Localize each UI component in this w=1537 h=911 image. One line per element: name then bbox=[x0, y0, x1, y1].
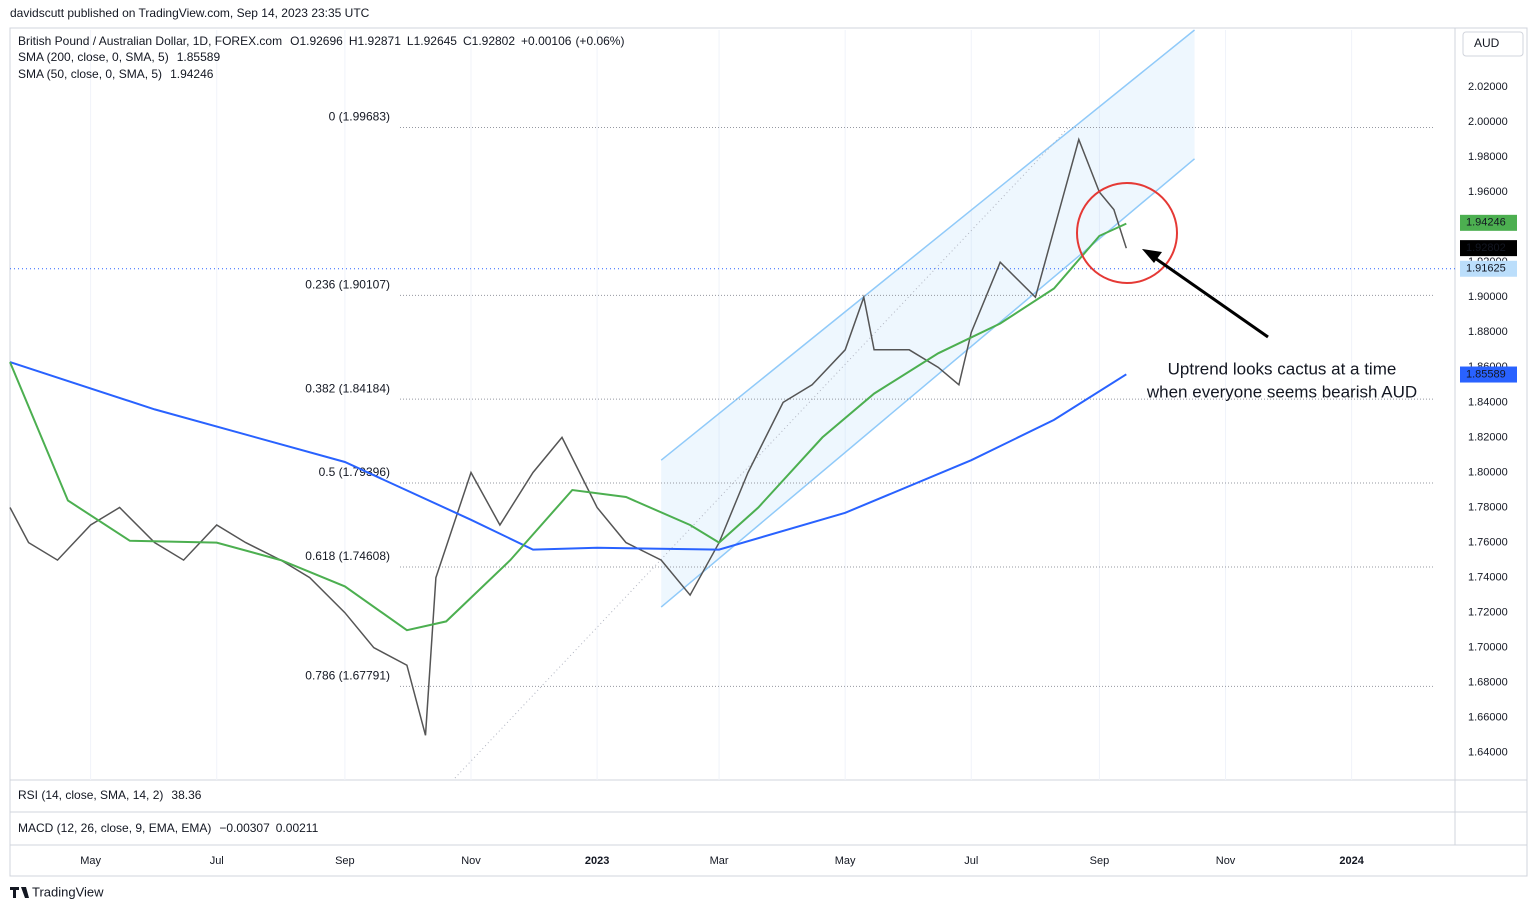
annotation: Uptrend looks cactus at a time bbox=[1168, 359, 1397, 378]
quote-label: L bbox=[407, 34, 414, 48]
fib-label: 0.5 (1.79396) bbox=[319, 465, 390, 479]
y-tick-label: 1.78000 bbox=[1468, 501, 1508, 513]
y-tick-label: 1.90000 bbox=[1468, 291, 1508, 303]
fib-label: 0.236 (1.90107) bbox=[305, 278, 390, 292]
legend-value: 1.94246 bbox=[170, 67, 214, 81]
channel-fill bbox=[661, 30, 1195, 608]
sma200-price: 1.85589 bbox=[1466, 368, 1506, 380]
last-price: 1.92802 bbox=[1466, 242, 1506, 254]
quote-value: 1.92802 bbox=[472, 34, 516, 48]
y-tick-label: 1.76000 bbox=[1468, 536, 1508, 548]
fib-trend-line bbox=[454, 127, 1069, 779]
price-line-label-box bbox=[1460, 260, 1517, 277]
y-tick-label: 1.64000 bbox=[1468, 747, 1508, 759]
quote-label: H bbox=[349, 34, 358, 48]
y-tick-label: 1.68000 bbox=[1468, 677, 1508, 689]
last-price-box bbox=[1460, 240, 1517, 257]
arrow-head bbox=[1142, 249, 1162, 263]
y-tick-label: 2.02000 bbox=[1468, 81, 1508, 93]
y-tick-label: 1.72000 bbox=[1468, 607, 1508, 619]
x-tick-label: May bbox=[80, 855, 101, 867]
y-tick-label: 2.00000 bbox=[1468, 116, 1508, 128]
sma50-price-box bbox=[1460, 214, 1517, 231]
y-tick-label: 1.98000 bbox=[1468, 151, 1508, 163]
y-tick-label: 1.80000 bbox=[1468, 466, 1508, 478]
brand: TradingView bbox=[32, 884, 104, 899]
legend-entry: SMA (200, close, 0, SMA, 5) bbox=[18, 50, 169, 64]
x-tick-label: 2024 bbox=[1339, 855, 1364, 867]
arrow-shaft bbox=[1151, 254, 1269, 339]
quote-value: 1.92645 bbox=[414, 34, 458, 48]
x-tick-label: Mar bbox=[710, 855, 729, 867]
y-tick-label: 1.84000 bbox=[1468, 396, 1508, 408]
x-tick-label: Nov bbox=[1216, 855, 1236, 867]
highlight-circle bbox=[1076, 182, 1178, 284]
currency-box bbox=[1462, 31, 1524, 57]
fib-label: 0.618 (1.74608) bbox=[305, 549, 390, 563]
legend-entry: SMA (50, close, 0, SMA, 5) bbox=[18, 67, 162, 81]
indicator-value: −0.00307 bbox=[219, 821, 270, 835]
y-tick-label: 1.82000 bbox=[1468, 431, 1508, 443]
quote-value: 1.92871 bbox=[358, 34, 402, 48]
x-tick-label: Jul bbox=[210, 855, 224, 867]
x-tick-label: Jul bbox=[964, 855, 978, 867]
publisher: davidscutt published on TradingView.com,… bbox=[10, 6, 370, 20]
x-tick-label: Nov bbox=[461, 855, 481, 867]
channel-upper bbox=[660, 29, 1195, 461]
quote-label: O bbox=[290, 34, 299, 48]
sma-line bbox=[9, 222, 1127, 632]
x-tick-label: 2023 bbox=[585, 855, 609, 867]
currency: AUD bbox=[1474, 36, 1500, 50]
frame bbox=[9, 27, 1528, 877]
x-tick-label: Sep bbox=[335, 855, 355, 867]
y-tick-label: 1.96000 bbox=[1468, 186, 1508, 198]
y-tick-label: 1.74000 bbox=[1468, 572, 1508, 584]
y-tick-label: 1.88000 bbox=[1468, 326, 1508, 338]
x-tick-label: Sep bbox=[1090, 855, 1110, 867]
price-line-label: 1.91625 bbox=[1466, 263, 1506, 275]
indicator-name: RSI (14, close, SMA, 14, 2) bbox=[18, 788, 163, 802]
legend-value: 1.85589 bbox=[177, 50, 221, 64]
price-line-series bbox=[9, 137, 1128, 736]
brand-logo bbox=[10, 887, 29, 898]
sma50-price: 1.94246 bbox=[1466, 217, 1506, 229]
indicator-value: 38.36 bbox=[171, 788, 201, 802]
sma-line bbox=[9, 361, 1127, 551]
fib-label: 0.786 (1.67791) bbox=[305, 669, 390, 683]
annotation: when everyone seems bearish AUD bbox=[1146, 382, 1417, 401]
fib-label: 0 (1.99683) bbox=[329, 110, 390, 124]
indicator-name: MACD (12, 26, close, 9, EMA, EMA) bbox=[18, 821, 211, 835]
y-tick-label: 1.70000 bbox=[1468, 642, 1508, 654]
y-tick-label: 1.66000 bbox=[1468, 712, 1508, 724]
chart-title: British Pound / Australian Dollar, 1D, F… bbox=[18, 34, 282, 48]
sma200-price-box bbox=[1460, 366, 1517, 383]
fib-label: 0.382 (1.84184) bbox=[305, 381, 390, 395]
quote-value: 1.92696 bbox=[299, 34, 343, 48]
indicator-value: 0.00211 bbox=[276, 821, 319, 835]
change: +0.00106 bbox=[521, 34, 572, 48]
x-tick-label: May bbox=[835, 855, 856, 867]
change-pct: (+0.06%) bbox=[575, 34, 624, 48]
quote-label: C bbox=[463, 34, 472, 48]
